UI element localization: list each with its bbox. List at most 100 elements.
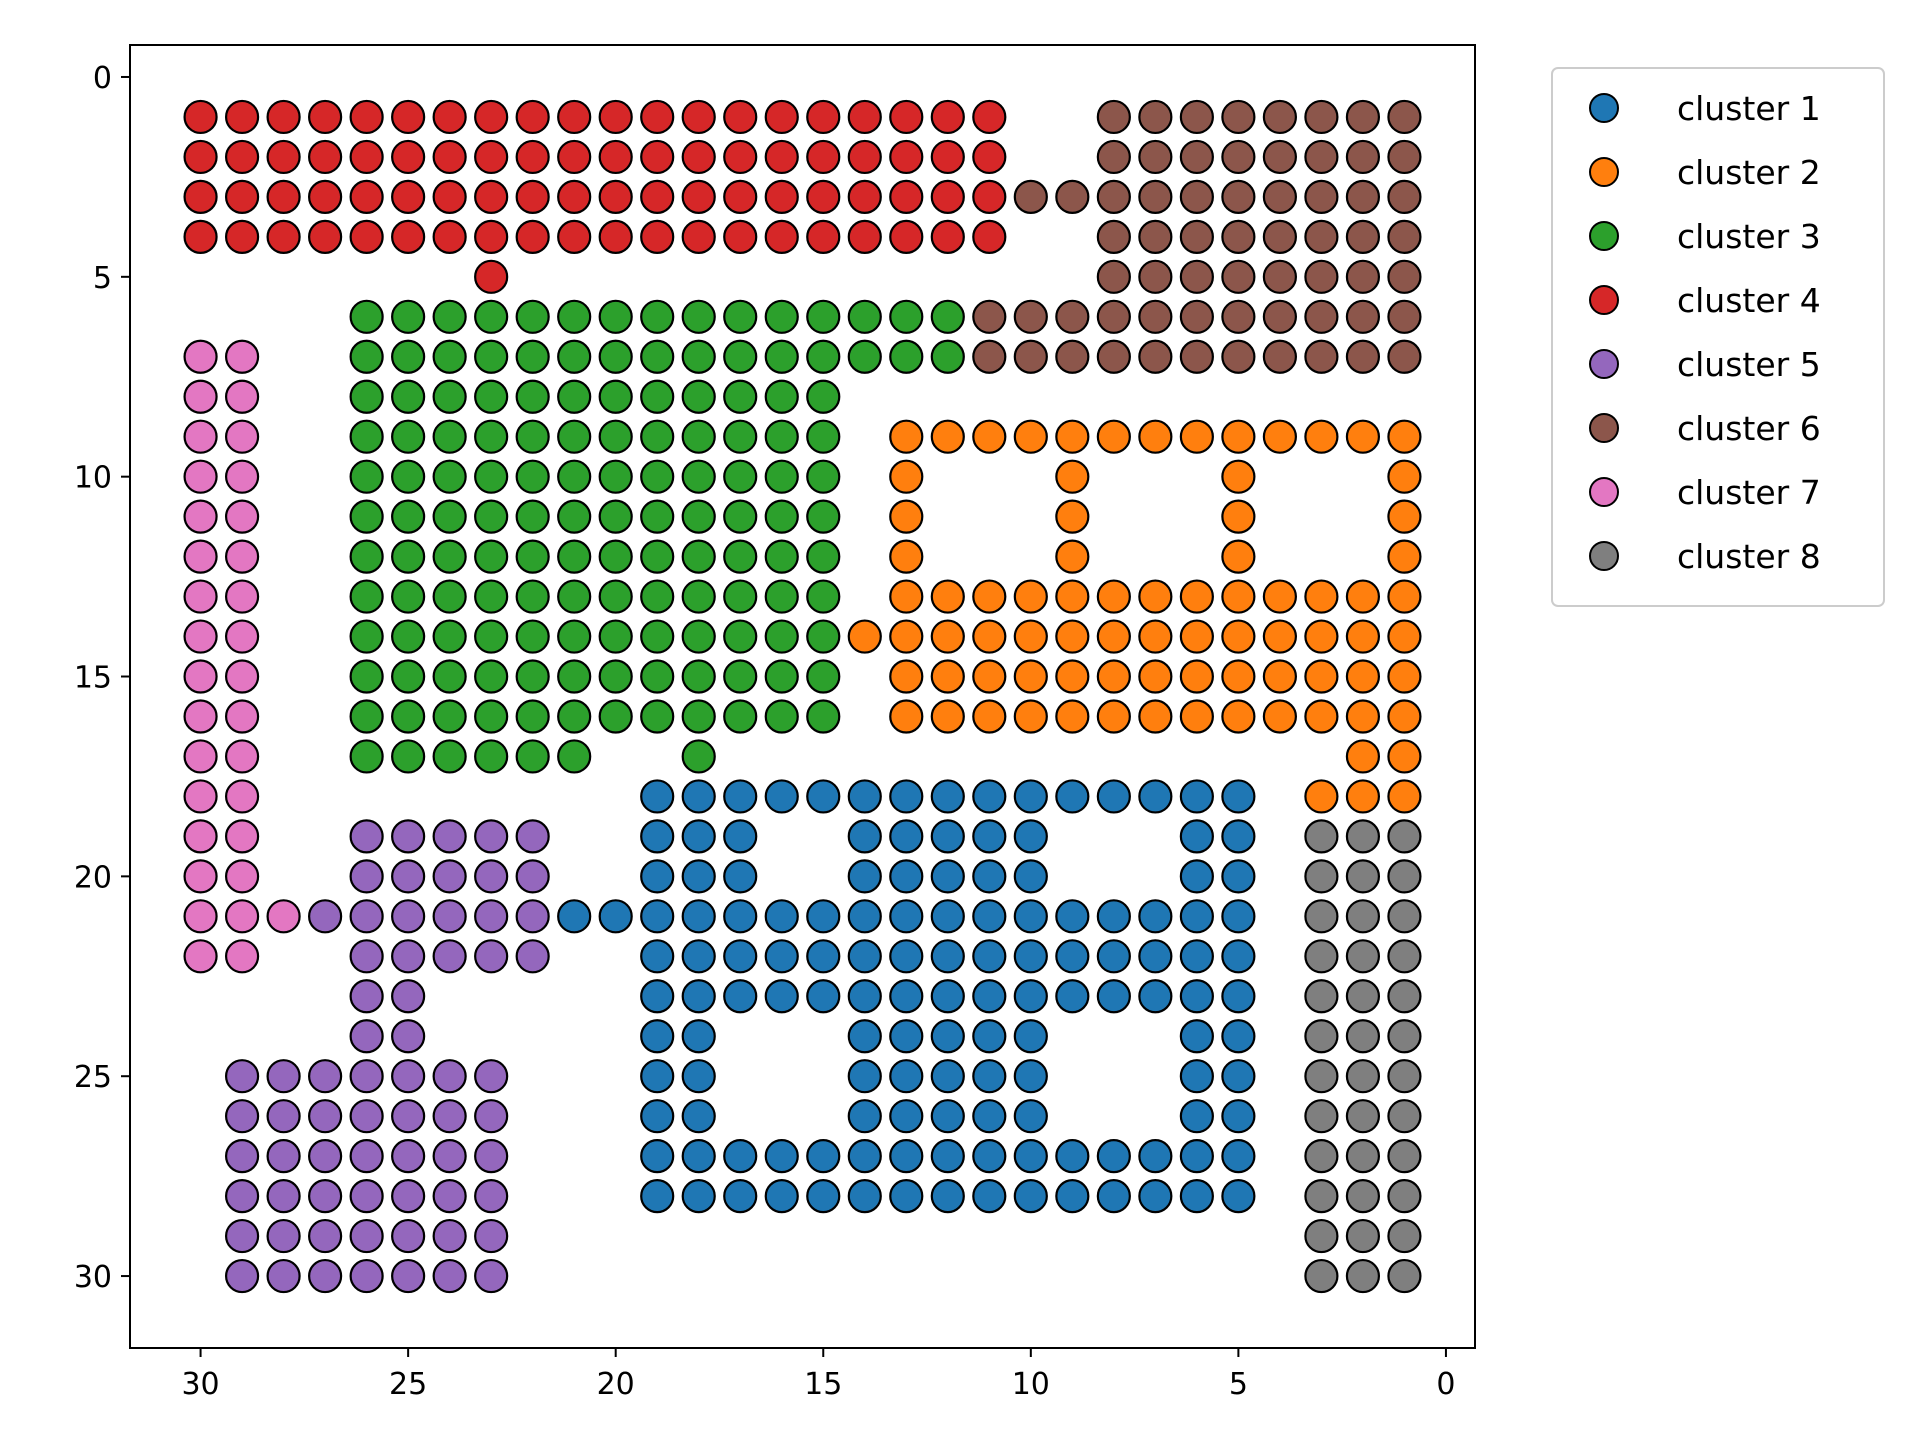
data-point <box>515 619 550 654</box>
data-point <box>432 139 467 175</box>
data-point <box>432 1059 467 1094</box>
series-cluster-5 <box>224 819 550 1294</box>
data-point <box>224 459 260 494</box>
data-point <box>847 139 882 175</box>
data-point <box>391 1218 426 1254</box>
series-cluster-4 <box>183 99 1007 294</box>
y-tick-label: 0 <box>93 61 112 96</box>
data-point <box>1138 419 1173 454</box>
data-point <box>224 739 260 774</box>
data-point <box>474 299 509 334</box>
data-point <box>1055 579 1090 614</box>
data-point <box>557 139 592 175</box>
data-point <box>391 739 426 774</box>
data-point <box>1387 99 1422 135</box>
plot-frame <box>129 44 1476 1349</box>
data-point <box>224 339 260 374</box>
data-point <box>1179 219 1214 254</box>
data-point <box>432 579 467 614</box>
data-point <box>930 659 965 694</box>
data-point <box>681 339 716 374</box>
data-point <box>640 299 675 334</box>
data-point <box>391 219 426 254</box>
x-tick-label: 25 <box>389 1367 427 1402</box>
data-point <box>1013 979 1048 1014</box>
data-point <box>806 339 841 374</box>
data-point <box>1221 1099 1256 1134</box>
y-tick-label: 25 <box>74 1060 112 1095</box>
data-point <box>1387 859 1422 894</box>
data-point <box>930 579 965 614</box>
data-point <box>681 739 716 774</box>
data-point <box>723 459 758 494</box>
data-point <box>349 1218 384 1254</box>
data-point <box>308 99 343 135</box>
legend-label: cluster 2 <box>1677 153 1821 192</box>
data-point <box>1179 939 1214 974</box>
data-point <box>930 139 965 175</box>
data-point <box>224 539 260 574</box>
data-point <box>1096 419 1131 454</box>
data-point <box>806 419 841 454</box>
data-point <box>889 499 924 534</box>
data-point <box>847 1059 882 1094</box>
data-point <box>640 539 675 574</box>
data-point <box>474 1139 509 1174</box>
data-point <box>1221 179 1256 214</box>
data-point <box>1138 299 1173 334</box>
data-point <box>723 899 758 934</box>
data-point <box>432 499 467 534</box>
data-point <box>557 419 592 454</box>
data-point <box>224 1099 260 1134</box>
data-point <box>847 1019 882 1054</box>
data-point <box>349 179 384 214</box>
data-point <box>224 499 260 534</box>
data-point <box>1096 179 1131 214</box>
data-point <box>764 579 799 614</box>
data-point <box>681 459 716 494</box>
data-point <box>681 419 716 454</box>
data-point <box>183 699 218 734</box>
data-point <box>1304 1019 1339 1054</box>
data-point <box>349 939 384 974</box>
data-point <box>681 779 716 814</box>
data-point <box>889 1099 924 1134</box>
plot-area <box>130 45 1475 1348</box>
data-point <box>349 1258 384 1294</box>
data-point <box>1221 859 1256 894</box>
series-cluster-6 <box>972 99 1422 374</box>
data-point <box>1179 419 1214 454</box>
data-point <box>308 1179 343 1214</box>
data-point <box>1055 459 1090 494</box>
data-point <box>183 459 218 494</box>
data-point <box>183 219 218 254</box>
data-point <box>806 299 841 334</box>
data-point <box>1138 779 1173 814</box>
data-point <box>1345 779 1381 814</box>
data-point <box>474 1258 509 1294</box>
data-point <box>723 219 758 254</box>
data-point <box>806 779 841 814</box>
data-point <box>1345 99 1381 135</box>
data-point <box>183 179 218 214</box>
data-point <box>723 299 758 334</box>
data-point <box>930 1179 965 1214</box>
data-point <box>806 939 841 974</box>
data-point <box>308 219 343 254</box>
data-point <box>349 859 384 894</box>
data-point <box>640 339 675 374</box>
data-point <box>224 1139 260 1174</box>
data-point <box>349 139 384 175</box>
data-point <box>847 219 882 254</box>
data-point <box>1096 699 1131 734</box>
data-point <box>474 899 509 934</box>
data-point <box>474 539 509 574</box>
data-point <box>1387 459 1422 494</box>
data-point <box>598 219 633 254</box>
data-point <box>515 139 550 175</box>
data-point <box>1096 339 1131 374</box>
data-point <box>930 339 965 374</box>
data-point <box>1055 1139 1090 1174</box>
data-point <box>308 139 343 175</box>
data-point <box>1345 739 1381 774</box>
